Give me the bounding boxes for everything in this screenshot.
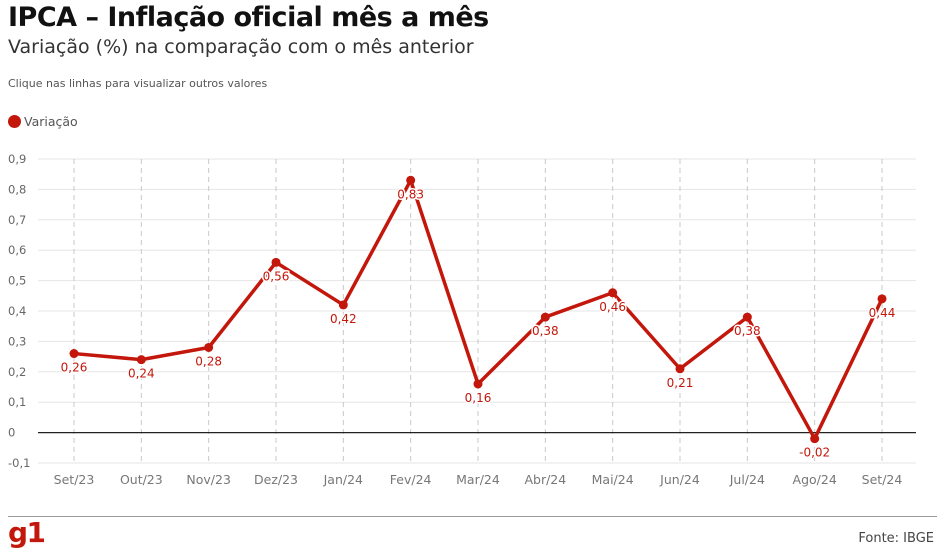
data-label: 0,38	[532, 324, 559, 338]
x-tick-label: Jan/24	[323, 472, 363, 487]
data-label-halo: 0,16	[465, 391, 492, 405]
x-tick-label: Ago/24	[793, 472, 837, 487]
x-tick-label: Set/24	[862, 472, 903, 487]
x-tick-label: Nov/23	[186, 472, 231, 487]
x-tick-label: Out/23	[120, 472, 163, 487]
x-tick-label: Mai/24	[592, 472, 634, 487]
data-label: 0,28	[195, 354, 222, 368]
data-point[interactable]	[877, 294, 887, 304]
data-label: 0,83	[397, 187, 424, 201]
x-tick-label: Jun/24	[659, 472, 700, 487]
data-point[interactable]	[675, 364, 685, 374]
data-label-halo: 0,44	[869, 306, 896, 320]
data-label: 0,42	[330, 312, 357, 326]
data-label-halo: -0,02	[799, 446, 830, 460]
data-label-halo: 0,42	[330, 312, 357, 326]
legend-marker-icon	[8, 115, 21, 128]
y-tick-label: -0,1	[8, 456, 30, 470]
data-point[interactable]	[810, 434, 820, 444]
data-label: 0,46	[599, 300, 626, 314]
x-tick-label: Fev/24	[390, 472, 432, 487]
data-label: 0,38	[734, 324, 761, 338]
data-label-halo: 0,26	[61, 361, 88, 375]
legend-label: Variação	[24, 114, 78, 129]
data-label: 0,26	[61, 361, 88, 375]
y-tick-label: 0	[8, 426, 15, 440]
data-label-halo: 0,38	[532, 324, 559, 338]
y-tick-label: 0,6	[8, 243, 26, 257]
x-tick-label: Abr/24	[524, 472, 566, 487]
data-point[interactable]	[608, 288, 618, 298]
y-tick-label: 0,8	[8, 182, 26, 196]
data-label: 0,24	[128, 367, 155, 381]
source-note: Fonte: IBGE	[858, 531, 934, 546]
data-label: 0,56	[263, 269, 290, 283]
data-point[interactable]	[204, 342, 214, 352]
data-label: -0,02	[799, 446, 830, 460]
x-tick-label: Jul/24	[729, 472, 765, 487]
data-point[interactable]	[742, 312, 752, 322]
g1-logo: g1	[8, 516, 46, 549]
data-label-halo: 0,38	[734, 324, 761, 338]
interaction-hint: Clique nas linhas para visualizar outros…	[8, 77, 268, 90]
y-tick-label: 0,3	[8, 334, 26, 348]
data-point[interactable]	[540, 312, 550, 322]
chart-subtitle: Variação (%) na comparação com o mês ant…	[8, 36, 474, 58]
data-label-halo: 0,28	[195, 354, 222, 368]
data-point[interactable]	[271, 257, 281, 267]
x-tick-label: Dez/23	[254, 472, 298, 487]
data-label: 0,21	[667, 376, 694, 390]
y-tick-label: 0,5	[8, 274, 26, 288]
footer-divider	[8, 516, 937, 517]
data-label: 0,44	[869, 306, 896, 320]
data-point[interactable]	[69, 349, 79, 359]
x-tick-label: Mar/24	[456, 472, 500, 487]
data-point[interactable]	[338, 300, 348, 310]
y-tick-label: 0,7	[8, 213, 26, 227]
data-label-halo: 0,24	[128, 367, 155, 381]
legend-item-variacao[interactable]: Variação	[8, 114, 78, 129]
data-point[interactable]	[406, 175, 416, 185]
chart-title: IPCA – Inflação oficial mês a mês	[8, 2, 489, 33]
data-label-halo: 0,83	[397, 187, 424, 201]
data-point[interactable]	[473, 379, 483, 389]
x-tick-label: Set/23	[54, 472, 95, 487]
y-tick-label: 0,4	[8, 304, 26, 318]
data-label-halo: 0,21	[667, 376, 694, 390]
data-label: 0,16	[465, 391, 492, 405]
data-label-halo: 0,56	[263, 269, 290, 283]
y-tick-label: 0,9	[8, 152, 26, 166]
data-label-halo: 0,46	[599, 300, 626, 314]
data-point[interactable]	[136, 355, 146, 365]
y-tick-label: 0,1	[8, 395, 26, 409]
y-tick-label: 0,2	[8, 365, 26, 379]
